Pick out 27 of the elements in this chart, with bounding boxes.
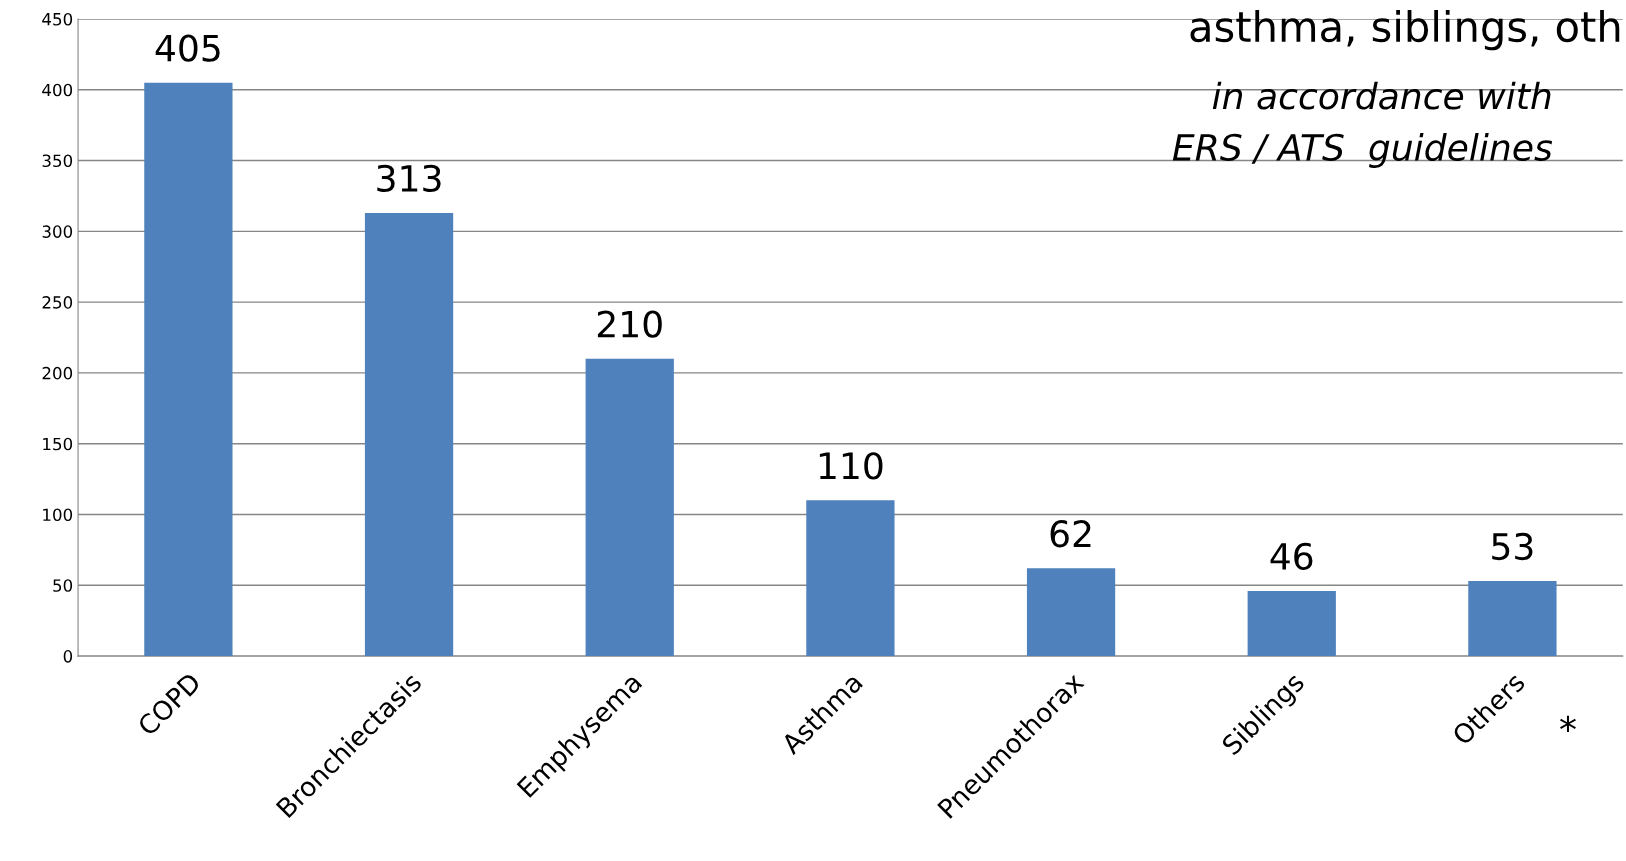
bar	[144, 82, 233, 657]
data-label: 405	[155, 34, 220, 62]
y-tick-label: 0	[63, 650, 73, 663]
data-label: 53	[1492, 532, 1533, 561]
y-tick-label: 350	[42, 154, 73, 168]
data-label: 110	[819, 452, 883, 480]
bar	[364, 212, 454, 657]
data-label: 210	[597, 310, 662, 338]
data-label: 62	[1050, 520, 1091, 548]
y-tick-label: 100	[43, 508, 73, 522]
annotation: asthma, siblings, oth	[1190, 9, 1620, 51]
data-label: 313	[377, 164, 441, 193]
bar	[1026, 568, 1116, 657]
annotation: *	[1560, 715, 1576, 733]
y-tick-label: 300	[42, 225, 73, 238]
y-tick-label: 250	[42, 296, 73, 309]
bar	[1247, 590, 1336, 657]
bar	[585, 358, 674, 657]
y-tick-label: 400	[42, 83, 73, 97]
y-tick-label: 150	[43, 437, 73, 451]
y-tick-label: 450	[42, 12, 73, 26]
annotation: in accordance with ERS / ATS guidelines	[1172, 81, 1553, 169]
y-tick-label: 200	[42, 366, 73, 380]
bar	[806, 500, 895, 657]
bar	[1468, 581, 1557, 657]
data-label: 46	[1270, 542, 1313, 571]
y-tick-label: 50	[53, 579, 73, 592]
